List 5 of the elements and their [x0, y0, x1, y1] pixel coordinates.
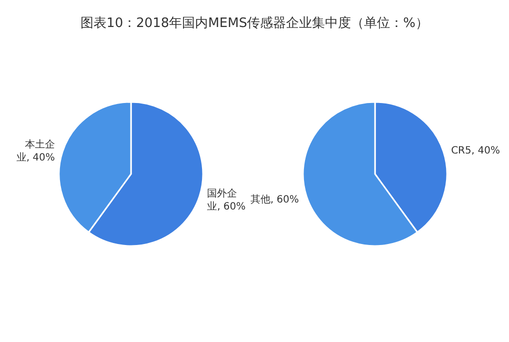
slice-label: CR5, 40% — [451, 145, 500, 156]
slice-label: 本土企业, 40% — [16, 138, 55, 164]
slice-label: 国外企业, 60% — [207, 188, 246, 213]
chart-title: 图表10：2018年国内MEMS传感器企业集中度（单位：%） — [80, 15, 430, 33]
slice-label: 其他, 60% — [250, 194, 299, 206]
